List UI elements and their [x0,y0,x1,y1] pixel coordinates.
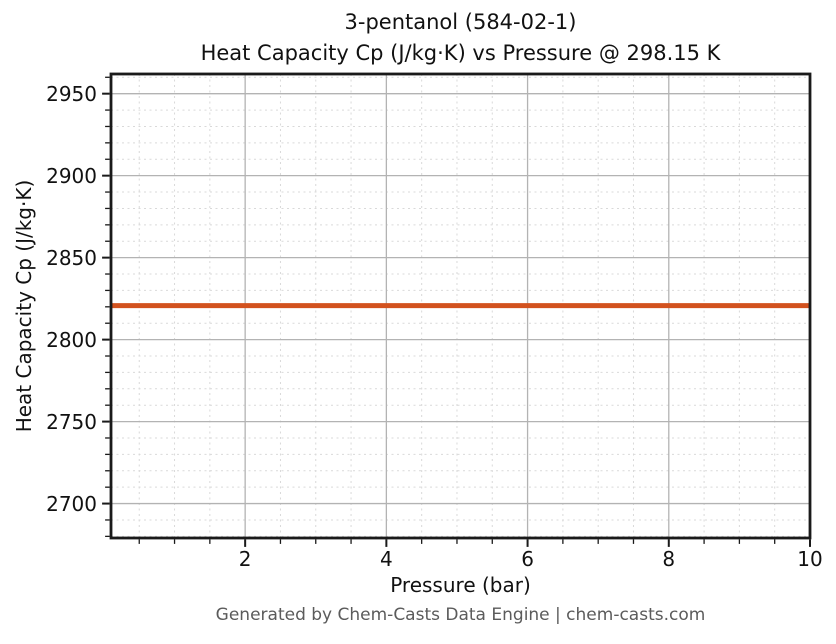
chart-title-line2: Heat Capacity Cp (J/kg·K) vs Pressure @ … [200,41,721,65]
y-tick-label: 2850 [46,245,97,270]
y-tick-label: 2900 [46,163,97,188]
x-tick-label: 4 [379,547,393,571]
x-axis-label: Pressure (bar) [390,573,531,597]
y-tick-label: 2950 [46,81,97,106]
axes-spines [109,72,812,540]
x-tick-label: 6 [521,547,534,571]
y-axis-label: Heat Capacity Cp (J/kg·K) [12,179,36,433]
y-tick-label: 2800 [46,327,97,352]
chart-title: 3-pentanol (584-02-1) Heat Capacity Cp (… [111,7,810,69]
x-tick-label: 10 [797,547,823,571]
x-tick-label: 8 [662,547,676,571]
x-tick-label: 2 [238,547,252,571]
footer-attribution: Generated by Chem-Casts Data Engine | ch… [215,605,706,625]
chart-title-line1: 3-pentanol (584-02-1) [344,10,577,34]
y-tick-label: 2750 [46,409,97,434]
y-tick-label: 2700 [46,491,97,516]
